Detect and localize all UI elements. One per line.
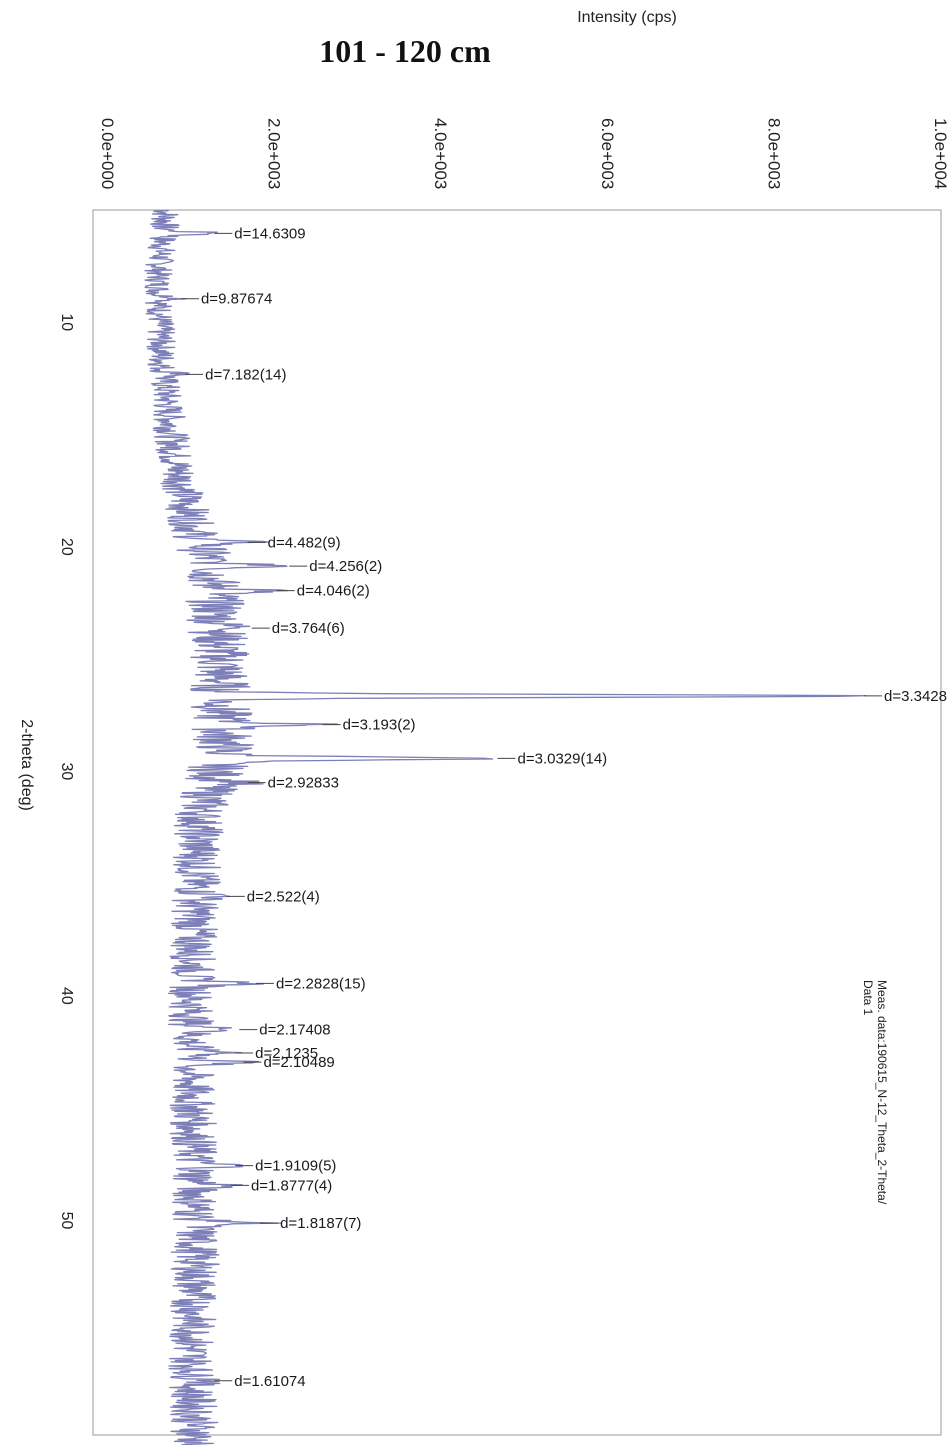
plot-area-frame [92,209,942,1436]
intensity-tick-label: 4.0e+003 [431,118,450,189]
peak-label: d=1.8187(7) [280,1215,361,1232]
legend-meas-data: Meas. data:190615_N-12_Theta_2-Theta/ [875,980,889,1205]
peak-label: d=2.1235 [255,1045,318,1062]
legend: Meas. data:190615_N-12_Theta_2-Theta/ Da… [861,980,889,1205]
peak-label: d=3.3428(8) [884,688,947,705]
peak-label: d=1.9109(5) [255,1158,336,1175]
peak-label: d=9.87674 [201,291,272,308]
peak-label: d=2.10489 [263,1054,334,1071]
peak-labels: d=14.6309 d=9.87674 d=7.182(14) d=4.482(9) d… [180,225,947,1390]
peak-label: d=1.8777(4) [251,1177,332,1194]
peak-label: d=1.61074 [234,1373,305,1390]
two-theta-tick-label: 30 [58,762,75,780]
peak-label: d=7.182(14) [205,366,286,383]
peak-label: d=3.0329(14) [518,750,608,767]
two-theta-tick-labels: 10 20 30 40 50 [58,313,75,1229]
peak-label: d=14.6309 [234,225,305,242]
peak-label: d=2.522(4) [247,888,320,905]
two-theta-tick-label: 10 [58,313,75,331]
intensity-tick-label: 2.0e+003 [265,118,284,189]
peak-label: d=2.2828(15) [276,975,366,992]
peak-label: d=3.193(2) [343,717,416,734]
peak-label: d=4.256(2) [309,558,382,575]
intensity-tick-label: 6.0e+003 [598,118,617,189]
legend-data-1: Data 1 [861,980,875,1016]
intensity-tick-label: 1.0e+004 [931,118,947,189]
plot-title: 101 - 120 cm [319,33,491,69]
intensity-tick-label: 8.0e+003 [764,118,783,189]
intensity-axis-title: Intensity (cps) [577,9,677,26]
peak-label: d=4.046(2) [297,583,370,600]
peak-label: d=4.482(9) [268,534,341,551]
two-theta-tick-label: 40 [58,987,75,1005]
diffraction-pattern-line [144,209,867,1445]
intensity-tick-labels: 0.0e+000 2.0e+003 4.0e+003 6.0e+003 8.0e+003… [98,118,947,189]
two-theta-axis-title: 2-theta (deg) [18,719,35,811]
peak-label: d=2.92833 [268,775,339,792]
peak-label: d=3.764(6) [272,620,345,637]
intensity-tick-label: 0.0e+000 [98,118,117,189]
two-theta-tick-label: 20 [58,538,75,556]
peak-label: d=2.17408 [259,1022,330,1039]
two-theta-tick-label: 50 [58,1212,75,1230]
